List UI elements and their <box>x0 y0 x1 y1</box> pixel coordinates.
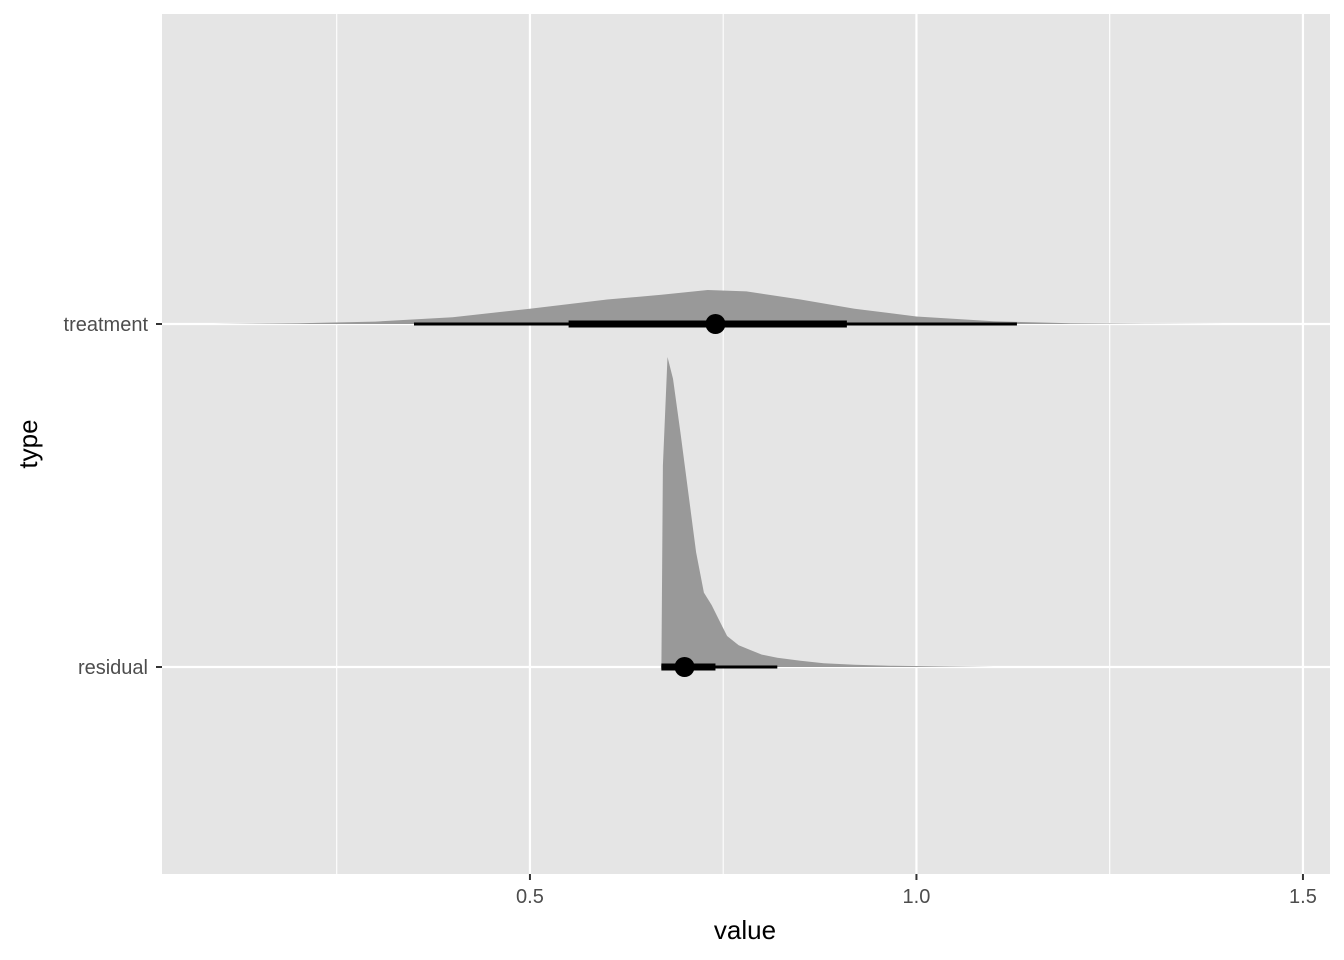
y-axis-title: type <box>13 419 43 468</box>
density-layer <box>213 290 1226 667</box>
density-treatment <box>213 290 1226 324</box>
x-axis-title: value <box>714 915 776 945</box>
point-estimate-residual <box>674 657 695 677</box>
density-residual <box>661 357 994 667</box>
interval-layer <box>413 314 1017 677</box>
x-tick-label: 1.0 <box>903 886 931 908</box>
x-tick-label: 1.5 <box>1289 886 1317 908</box>
axes: 0.5 1.0 1.5 treatment residual <box>64 314 1317 908</box>
x-tick-label: 0.5 <box>516 886 544 908</box>
y-tick-label: residual <box>78 657 148 679</box>
point-estimate-treatment <box>705 314 726 334</box>
plot-panel <box>162 14 1330 874</box>
y-tick-label: treatment <box>64 314 149 336</box>
